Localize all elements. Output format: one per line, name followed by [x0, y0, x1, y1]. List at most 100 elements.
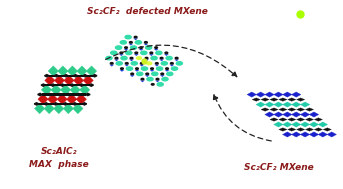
Polygon shape — [38, 103, 83, 105]
Polygon shape — [70, 84, 74, 86]
Polygon shape — [89, 84, 94, 86]
Polygon shape — [60, 85, 71, 95]
Polygon shape — [120, 70, 125, 72]
Polygon shape — [149, 54, 154, 56]
Polygon shape — [297, 98, 305, 101]
Polygon shape — [67, 66, 78, 76]
FancyArrowPatch shape — [213, 95, 271, 141]
Polygon shape — [83, 75, 87, 77]
Circle shape — [135, 52, 138, 54]
Polygon shape — [165, 70, 169, 72]
Polygon shape — [154, 65, 159, 67]
Polygon shape — [283, 102, 292, 107]
Circle shape — [141, 51, 147, 55]
Polygon shape — [292, 112, 301, 117]
Polygon shape — [305, 118, 314, 121]
Polygon shape — [73, 103, 83, 114]
Circle shape — [131, 62, 137, 65]
Polygon shape — [41, 84, 46, 86]
Polygon shape — [279, 128, 287, 131]
Circle shape — [151, 84, 154, 85]
Polygon shape — [279, 118, 287, 121]
Circle shape — [176, 62, 182, 65]
Polygon shape — [274, 122, 283, 127]
Polygon shape — [283, 92, 292, 97]
Circle shape — [156, 67, 163, 70]
Polygon shape — [305, 128, 314, 131]
Circle shape — [165, 52, 168, 54]
Polygon shape — [82, 103, 87, 105]
Polygon shape — [155, 81, 160, 82]
Polygon shape — [76, 93, 81, 96]
Polygon shape — [327, 132, 336, 137]
Circle shape — [157, 83, 163, 86]
Polygon shape — [154, 49, 158, 51]
Circle shape — [137, 57, 142, 60]
Polygon shape — [76, 94, 86, 104]
Circle shape — [129, 42, 132, 43]
Polygon shape — [38, 94, 48, 104]
Polygon shape — [86, 66, 97, 76]
Polygon shape — [92, 75, 97, 77]
Polygon shape — [300, 102, 310, 107]
Polygon shape — [247, 92, 257, 97]
Polygon shape — [133, 38, 138, 40]
Polygon shape — [44, 103, 48, 105]
Text: Sc₂CF₂ MXene: Sc₂CF₂ MXene — [244, 163, 314, 172]
Polygon shape — [139, 65, 144, 67]
Text: Sc₂CF₂  defected MXene: Sc₂CF₂ defected MXene — [87, 7, 208, 16]
Polygon shape — [79, 84, 84, 86]
Polygon shape — [292, 132, 301, 137]
Circle shape — [141, 67, 147, 70]
Polygon shape — [300, 122, 310, 127]
Polygon shape — [288, 128, 296, 131]
Polygon shape — [300, 132, 310, 137]
Polygon shape — [265, 112, 274, 117]
Polygon shape — [314, 118, 322, 121]
Circle shape — [155, 47, 157, 48]
Polygon shape — [279, 98, 287, 101]
Polygon shape — [297, 118, 305, 121]
Polygon shape — [114, 59, 119, 61]
Circle shape — [135, 41, 141, 44]
Polygon shape — [54, 103, 58, 105]
Polygon shape — [261, 98, 269, 101]
Polygon shape — [288, 118, 296, 121]
Polygon shape — [274, 112, 283, 117]
Circle shape — [121, 68, 123, 69]
Polygon shape — [297, 128, 305, 131]
Polygon shape — [57, 94, 67, 104]
Circle shape — [127, 67, 132, 70]
Polygon shape — [150, 70, 154, 72]
Polygon shape — [265, 92, 274, 97]
Polygon shape — [63, 103, 73, 114]
Circle shape — [152, 72, 158, 76]
Circle shape — [166, 56, 172, 60]
Polygon shape — [139, 49, 143, 51]
Polygon shape — [48, 75, 93, 77]
Polygon shape — [159, 59, 164, 61]
Circle shape — [111, 51, 117, 55]
Polygon shape — [164, 54, 169, 56]
Polygon shape — [119, 54, 124, 56]
Polygon shape — [73, 75, 84, 86]
Circle shape — [151, 68, 153, 69]
Polygon shape — [309, 112, 319, 117]
Polygon shape — [45, 75, 49, 77]
Polygon shape — [124, 49, 129, 51]
Polygon shape — [143, 44, 148, 46]
Polygon shape — [274, 92, 283, 97]
Circle shape — [131, 73, 133, 75]
Polygon shape — [300, 112, 310, 117]
Polygon shape — [309, 122, 319, 127]
FancyArrowPatch shape — [106, 45, 237, 77]
Polygon shape — [51, 84, 55, 86]
Polygon shape — [283, 122, 292, 127]
Polygon shape — [54, 103, 64, 114]
Circle shape — [150, 52, 153, 54]
Circle shape — [126, 51, 132, 55]
Polygon shape — [129, 59, 134, 61]
Polygon shape — [160, 75, 165, 77]
Polygon shape — [297, 108, 305, 111]
Polygon shape — [47, 93, 52, 96]
